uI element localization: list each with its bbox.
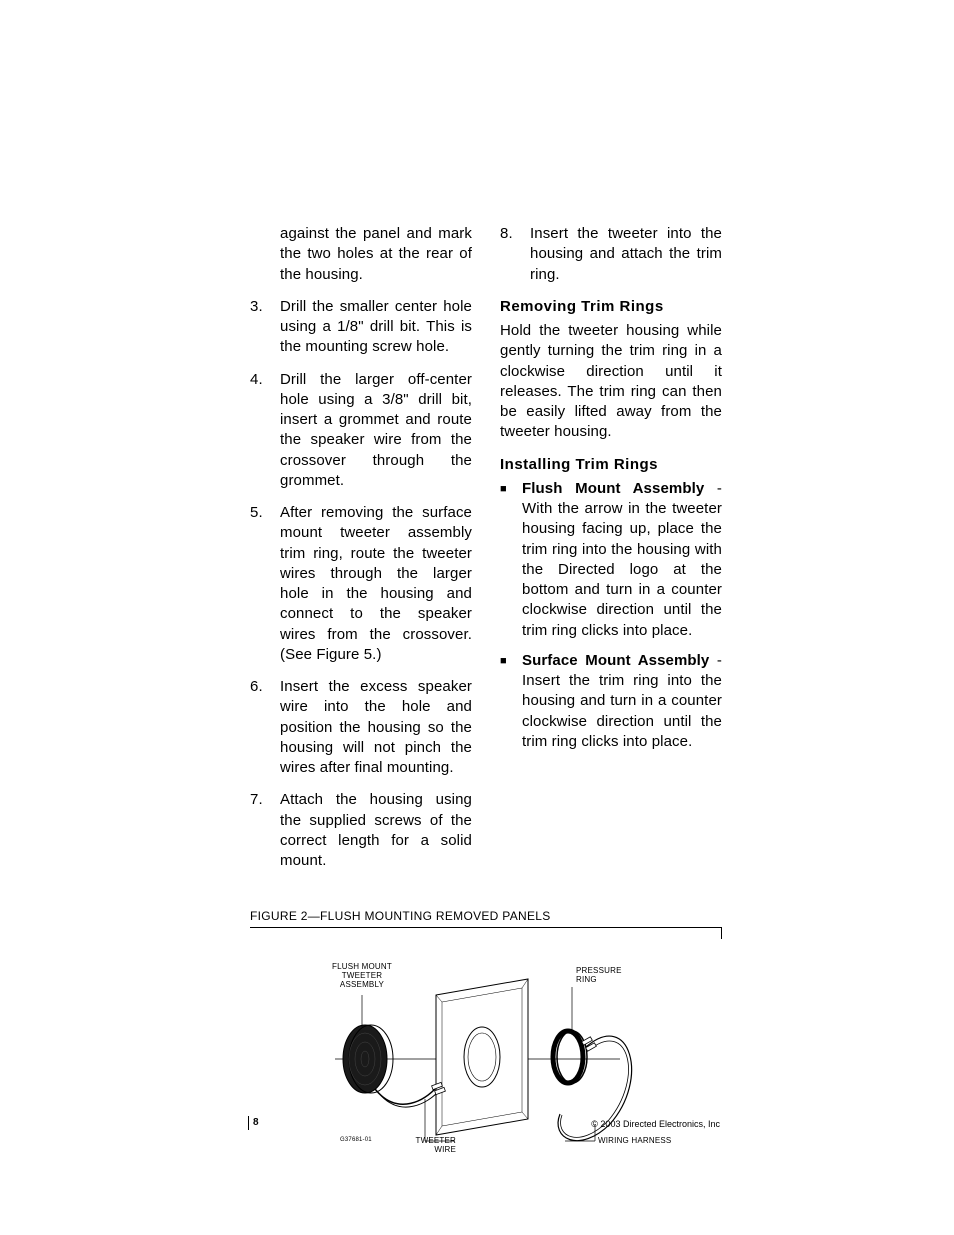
page-root: against the panel and mark the two holes… bbox=[0, 0, 954, 1235]
list-text: Insert the tweeter into the housing and … bbox=[530, 224, 722, 285]
figure-label-pressure-ring: PRESSURERING bbox=[576, 967, 622, 985]
list-number: 7. bbox=[250, 790, 280, 871]
figure-code: G37681-01 bbox=[340, 1137, 372, 1144]
list-item: 3. Drill the smaller center hole using a… bbox=[250, 297, 472, 358]
list-text: After removing the surface mount tweeter… bbox=[280, 503, 472, 665]
list-text: Drill the smaller center hole using a 1/… bbox=[280, 297, 472, 358]
bullet-text: Flush Mount Assembly - With the arrow in… bbox=[522, 479, 722, 641]
list-text: Attach the housing using the supplied sc… bbox=[280, 790, 472, 871]
list-item: 8. Insert the tweeter into the housing a… bbox=[500, 224, 722, 285]
figure-label-tweeter-wire: TWEETER WIRE bbox=[400, 1137, 456, 1155]
list-item: 6. Insert the excess speaker wire into t… bbox=[250, 677, 472, 778]
figure-label-flush-mount: FLUSH MOUNTTWEETERASSEMBLY bbox=[324, 963, 400, 989]
two-column-layout: against the panel and mark the two holes… bbox=[250, 224, 722, 883]
right-column: 8. Insert the tweeter into the housing a… bbox=[500, 224, 722, 883]
list-number: 4. bbox=[250, 370, 280, 492]
copyright-text: © 2003 Directed Electronics, Inc bbox=[591, 1119, 720, 1129]
bullet-item: ■ Surface Mount Assembly - Insert the tr… bbox=[500, 651, 722, 752]
list-number: 3. bbox=[250, 297, 280, 358]
footer-rule bbox=[248, 1116, 249, 1130]
figure-label-wiring-harness: WIRING HARNESS bbox=[598, 1137, 671, 1146]
section-body: Hold the tweeter housing while gently tu… bbox=[500, 321, 722, 443]
section-heading-installing: Installing Trim Rings bbox=[500, 455, 722, 475]
bullet-icon: ■ bbox=[500, 651, 522, 752]
list-number: 8. bbox=[500, 224, 530, 285]
left-column: against the panel and mark the two holes… bbox=[250, 224, 472, 883]
list-text: Insert the excess speaker wire into the … bbox=[280, 677, 472, 778]
bullet-item: ■ Flush Mount Assembly - With the arrow … bbox=[500, 479, 722, 641]
list-number: 6. bbox=[250, 677, 280, 778]
figure-rule bbox=[250, 927, 722, 939]
list-item: 7. Attach the housing using the supplied… bbox=[250, 790, 472, 871]
list-item: 4. Drill the larger off-center hole usin… bbox=[250, 370, 472, 492]
figure-2-diagram: FLUSH MOUNTTWEETERASSEMBLY PRESSURERING … bbox=[250, 939, 722, 1171]
bullet-icon: ■ bbox=[500, 479, 522, 641]
bullet-rest: - With the arrow in the tweeter housing … bbox=[522, 480, 722, 639]
list-number: 5. bbox=[250, 503, 280, 665]
list-text: Drill the larger off-center hole using a… bbox=[280, 370, 472, 492]
figure-caption: FIGURE 2—FLUSH MOUNTING REMOVED PANELS bbox=[250, 909, 722, 923]
content-area: against the panel and mark the two holes… bbox=[250, 224, 722, 1171]
continuation-paragraph: against the panel and mark the two holes… bbox=[280, 224, 472, 285]
bullet-lead: Flush Mount Assembly bbox=[522, 480, 704, 497]
list-item: 5. After removing the surface mount twee… bbox=[250, 503, 472, 665]
bullet-text: Surface Mount Assembly - Insert the trim… bbox=[522, 651, 722, 752]
section-heading-removing: Removing Trim Rings bbox=[500, 297, 722, 317]
page-number: 8 bbox=[253, 1117, 259, 1128]
page-footer: 8 © 2003 Directed Electronics, Inc bbox=[236, 1116, 720, 1136]
bullet-lead: Surface Mount Assembly bbox=[522, 652, 709, 669]
